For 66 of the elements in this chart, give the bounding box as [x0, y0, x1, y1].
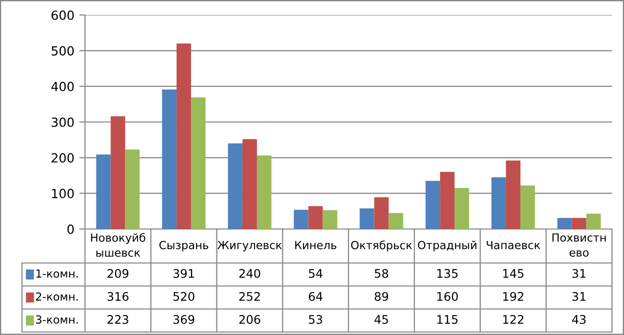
y-tick-label: 200	[52, 153, 74, 163]
data-label: 369	[173, 314, 194, 324]
data-label: 45	[374, 315, 388, 324]
data-label: 54	[308, 269, 322, 278]
data-label: 192	[503, 292, 524, 301]
x-tick-label: Октябрьск	[351, 240, 412, 252]
data-label: 209	[108, 268, 128, 278]
x-tick-label: Отрадный	[418, 240, 476, 252]
x-tick-label: Кинель	[295, 240, 336, 250]
bar	[388, 212, 404, 229]
y-tick-label: 0	[67, 224, 74, 234]
data-label: 58	[374, 268, 388, 278]
bar	[454, 188, 470, 229]
bar	[586, 214, 601, 229]
data-label: 160	[437, 292, 458, 301]
x-tick-label: Жигулевск	[217, 240, 282, 252]
bar	[520, 185, 535, 229]
data-label: 43	[572, 314, 586, 324]
bar	[308, 206, 323, 229]
legend-label: 3-комн.	[36, 315, 78, 324]
bar	[557, 218, 572, 229]
data-label: 240	[239, 268, 260, 278]
y-tick-label: 300	[52, 117, 74, 127]
bar	[191, 97, 206, 229]
bar	[256, 156, 272, 229]
x-tick-label: Сызрань	[159, 240, 208, 252]
x-tick-label: Чапаевск	[486, 240, 540, 250]
bar	[426, 180, 440, 229]
bar	[242, 139, 257, 229]
data-label: 31	[572, 292, 586, 301]
data-label: 252	[239, 292, 260, 301]
bar	[572, 218, 586, 229]
legend-label: 1-комн.	[36, 269, 78, 278]
bar	[294, 210, 308, 229]
bar	[440, 172, 455, 229]
bar	[125, 149, 140, 229]
x-tick-label: Новокуйбышевск	[91, 233, 146, 257]
data-label: 115	[437, 315, 458, 324]
bar	[322, 210, 338, 229]
bar	[491, 177, 506, 229]
data-label: 135	[437, 268, 458, 278]
bar	[360, 208, 374, 229]
data-label: 89	[374, 292, 388, 301]
legend-label: 2-комн.	[36, 292, 78, 301]
bar	[110, 116, 126, 229]
data-label: 31	[572, 268, 586, 278]
y-tick-label: 100	[52, 188, 74, 198]
bar	[176, 44, 192, 229]
data-label: 206	[239, 314, 260, 324]
bar	[96, 154, 111, 229]
y-tick-label: 400	[51, 82, 74, 92]
bar	[162, 90, 177, 229]
data-label: 145	[503, 269, 524, 278]
bar	[506, 160, 520, 229]
data-label: 223	[108, 314, 128, 324]
x-tick-label: Похвистнево	[552, 233, 606, 257]
data-label: 520	[173, 292, 194, 301]
y-tick-label: 600	[52, 10, 74, 20]
data-label: 53	[308, 314, 322, 324]
bar	[228, 143, 242, 229]
data-label: 122	[503, 314, 524, 324]
bar	[374, 197, 389, 229]
data-label: 391	[173, 268, 194, 278]
data-label: 64	[308, 292, 322, 301]
data-label: 316	[108, 292, 128, 301]
y-tick-label: 500	[52, 46, 74, 56]
